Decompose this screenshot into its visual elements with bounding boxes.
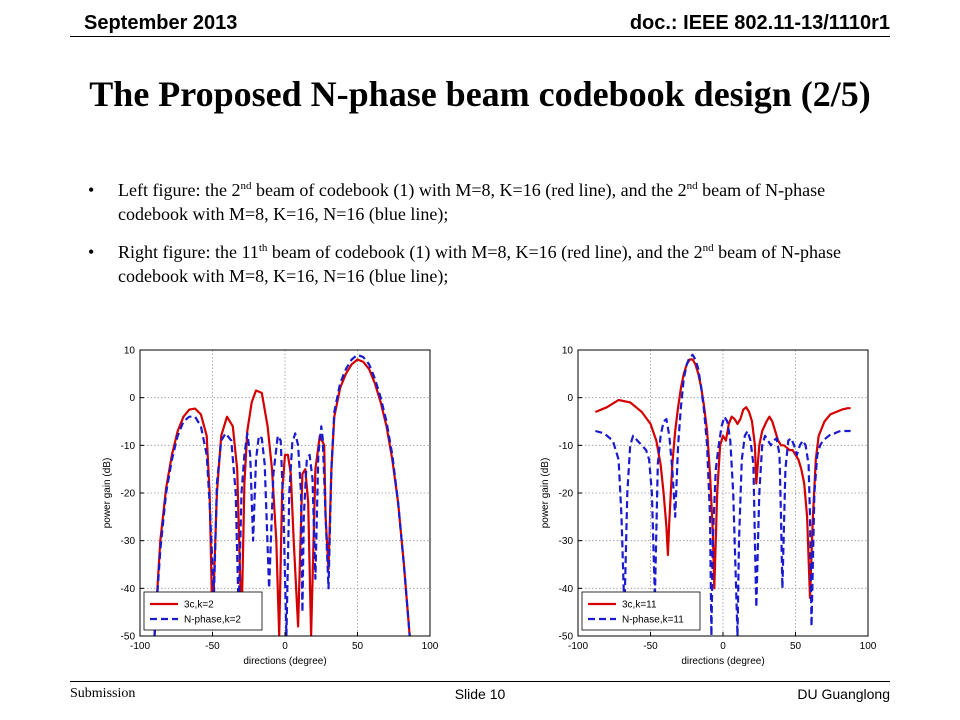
left-y-tick-label: 0 <box>129 393 135 404</box>
bullet-text: beam of codebook (1) with M=8, K=16 (red… <box>251 180 687 200</box>
left-y-tick-label: -30 <box>121 536 136 547</box>
footer-submission: Submission <box>70 686 136 701</box>
right-y-tick-label: -30 <box>559 536 574 547</box>
right-y-tick-label: -40 <box>559 584 574 595</box>
bullet-item-right-figure: • Right figure: the 11th beam of codeboo… <box>88 240 888 288</box>
bullet-dot: • <box>88 242 95 262</box>
right-x-tick-label: 50 <box>790 641 802 652</box>
right-x-axis-label: directions (degree) <box>681 656 764 667</box>
header-doc-id: doc.: IEEE 802.11-13/1110r1 <box>629 12 890 34</box>
bullet-text: Left figure: the 2 <box>118 180 241 200</box>
left-legend-label: 3c,k=2 <box>184 600 214 611</box>
left-beam-chart: -100 -50 0 50 100 10 0 -10 -20 -30 -40 -50 direction… <box>80 330 480 682</box>
left-series-blue <box>153 353 411 636</box>
right-legend-label: 3c,k=11 <box>622 600 657 611</box>
left-chart-svg: -100 -50 0 50 100100-10-20-30-40-50direction… <box>102 346 439 668</box>
right-x-tick-label: 100 <box>860 641 877 652</box>
left-y-axis-label: power gain (dB) <box>102 458 113 529</box>
left-series-red <box>153 358 411 636</box>
header-rule <box>70 36 890 37</box>
bullet-text: beam of N-phase codebook with M=8, K=16,… <box>118 180 826 224</box>
footer-slide-number: Slide 10 <box>454 686 506 702</box>
left-y-tick-label: -20 <box>121 489 136 500</box>
left-x-tick-label: 0 <box>282 641 288 652</box>
bullet-list: • Left figure: the 2nd beam of codebook … <box>88 178 888 302</box>
ordinal-suffix: nd <box>686 180 698 192</box>
left-y-tick-label: -40 <box>121 584 136 595</box>
right-series-red <box>594 358 851 599</box>
bullet-item-left-figure: • Left figure: the 2nd beam of codebook … <box>88 178 888 226</box>
bullet-text: beam of codebook (1) with M=8, K=16 (red… <box>267 242 703 262</box>
right-y-tick-label: 0 <box>567 393 573 404</box>
right-beam-chart: -100 -50 0 50 100 10 0 -10 -20 -30 -40 -50 direction… <box>518 330 918 682</box>
left-y-tick-label: 10 <box>124 346 136 357</box>
left-x-tick-label: 100 <box>422 641 439 652</box>
left-y-tick-label: -50 <box>121 632 136 643</box>
footer-author: DU Guanglong <box>797 686 890 702</box>
right-chart-svg: -100 -50 0 50 100100-10-20-30-40-50direction… <box>540 346 877 668</box>
right-y-tick-label: 10 <box>562 346 574 357</box>
left-y-tick-label: -10 <box>121 441 136 452</box>
right-legend <box>581 591 701 631</box>
ordinal-suffix: th <box>258 242 268 254</box>
bullet-dot: • <box>88 180 95 200</box>
ordinal-suffix: nd <box>702 242 714 254</box>
right-y-axis-label: power gain (dB) <box>540 458 551 529</box>
right-x-tick-label: 0 <box>720 641 726 652</box>
right-y-tick-label: -50 <box>559 632 574 643</box>
right-x-tick-label: -100 <box>568 641 588 652</box>
left-x-tick-label: -50 <box>205 641 220 652</box>
right-y-tick-label: -20 <box>559 489 574 500</box>
left-legend-label: N-phase,k=2 <box>184 615 241 626</box>
right-y-tick-label: -10 <box>559 441 574 452</box>
bullet-text: beam of N-phase codebook with M=8, K=16,… <box>118 242 842 286</box>
left-x-tick-label: -100 <box>130 641 150 652</box>
right-series-blue <box>595 353 851 636</box>
right-x-tick-label: -50 <box>643 641 658 652</box>
right-legend-label: N-phase,k=11 <box>622 615 684 626</box>
header-date: September 2013 <box>84 12 238 34</box>
bullet-text: Right figure: the 11 <box>118 242 259 262</box>
left-legend <box>143 591 263 631</box>
footer-rule <box>70 681 890 682</box>
ordinal-suffix: nd <box>240 180 252 192</box>
left-x-axis-label: directions (degree) <box>243 656 326 667</box>
left-x-tick-label: 50 <box>352 641 364 652</box>
slide-title: The Proposed N-phase beam codebook desig… <box>89 74 871 114</box>
